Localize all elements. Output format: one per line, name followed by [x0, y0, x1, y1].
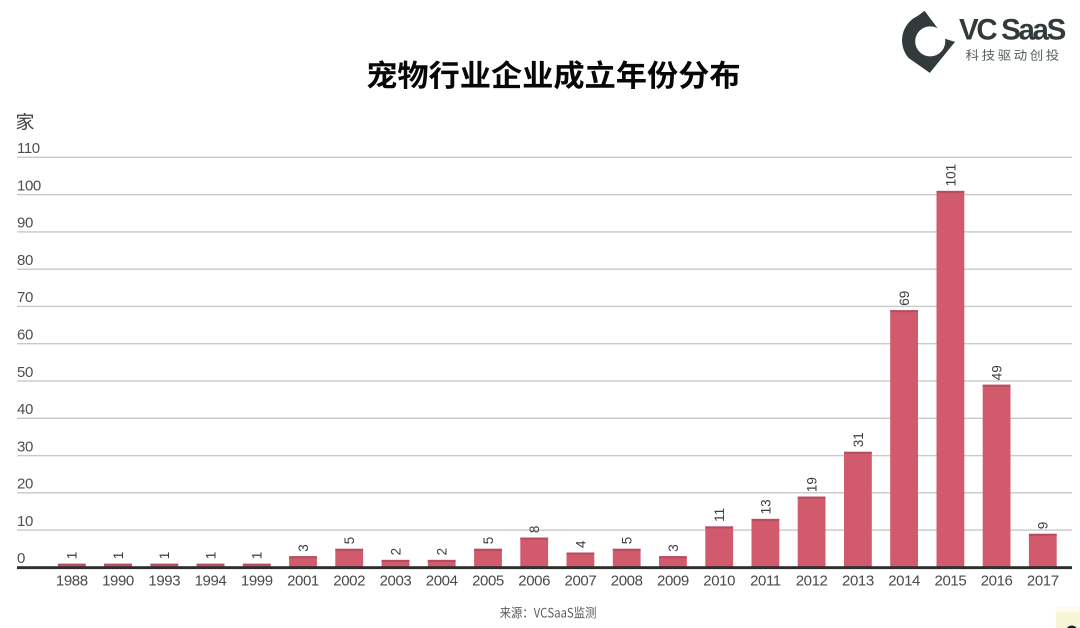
svg-text:70: 70 [17, 289, 33, 306]
svg-text:5: 5 [342, 537, 357, 545]
svg-text:2014: 2014 [888, 573, 920, 590]
svg-text:1990: 1990 [102, 573, 134, 590]
svg-text:2: 2 [388, 548, 403, 556]
svg-text:3: 3 [296, 544, 311, 552]
svg-text:90: 90 [17, 215, 33, 232]
svg-text:2008: 2008 [611, 573, 643, 590]
svg-text:2004: 2004 [426, 573, 458, 590]
svg-text:1999: 1999 [241, 573, 273, 590]
svg-text:1994: 1994 [195, 573, 227, 590]
svg-text:110: 110 [17, 140, 40, 157]
svg-text:2001: 2001 [287, 573, 319, 590]
svg-text:2003: 2003 [380, 573, 412, 590]
svg-text:19: 19 [805, 477, 820, 492]
svg-text:8: 8 [527, 526, 542, 534]
svg-text:11: 11 [712, 508, 727, 522]
svg-text:2011: 2011 [750, 573, 781, 590]
svg-text:30: 30 [17, 438, 33, 455]
svg-text:1993: 1993 [148, 573, 180, 590]
svg-text:2013: 2013 [842, 573, 874, 590]
svg-text:9: 9 [1036, 522, 1051, 530]
svg-text:1: 1 [157, 552, 172, 560]
svg-text:1: 1 [203, 552, 218, 560]
svg-text:5: 5 [620, 537, 635, 545]
svg-text:2005: 2005 [472, 573, 504, 590]
svg-text:100: 100 [17, 177, 41, 194]
svg-text:2: 2 [435, 548, 450, 556]
svg-text:49: 49 [990, 365, 1005, 380]
svg-text:2002: 2002 [333, 573, 365, 590]
svg-text:4: 4 [573, 540, 588, 548]
svg-text:1: 1 [250, 552, 265, 560]
svg-text:10: 10 [17, 513, 33, 530]
svg-text:101: 101 [943, 164, 958, 187]
svg-text:40: 40 [17, 401, 33, 418]
svg-text:5: 5 [481, 537, 496, 545]
svg-text:2007: 2007 [565, 573, 597, 590]
svg-text:2017: 2017 [1027, 573, 1059, 590]
svg-text:1: 1 [111, 552, 126, 560]
svg-text:2015: 2015 [935, 573, 967, 590]
svg-text:2006: 2006 [518, 573, 550, 590]
svg-text:1988: 1988 [56, 573, 88, 590]
svg-text:2016: 2016 [981, 573, 1013, 590]
svg-text:13: 13 [758, 499, 773, 514]
svg-text:1: 1 [65, 552, 80, 560]
svg-text:3: 3 [666, 544, 681, 552]
svg-text:20: 20 [17, 476, 33, 493]
svg-text:31: 31 [851, 432, 866, 447]
svg-text:60: 60 [17, 327, 33, 344]
svg-text:80: 80 [17, 252, 33, 269]
svg-text:50: 50 [17, 364, 33, 381]
svg-text:69: 69 [897, 291, 912, 306]
svg-text:2012: 2012 [796, 573, 828, 590]
svg-text:2009: 2009 [657, 573, 689, 590]
svg-text:VC SaaS: VC SaaS [959, 14, 1066, 47]
svg-text:0: 0 [17, 550, 25, 567]
svg-text:2010: 2010 [703, 573, 735, 590]
